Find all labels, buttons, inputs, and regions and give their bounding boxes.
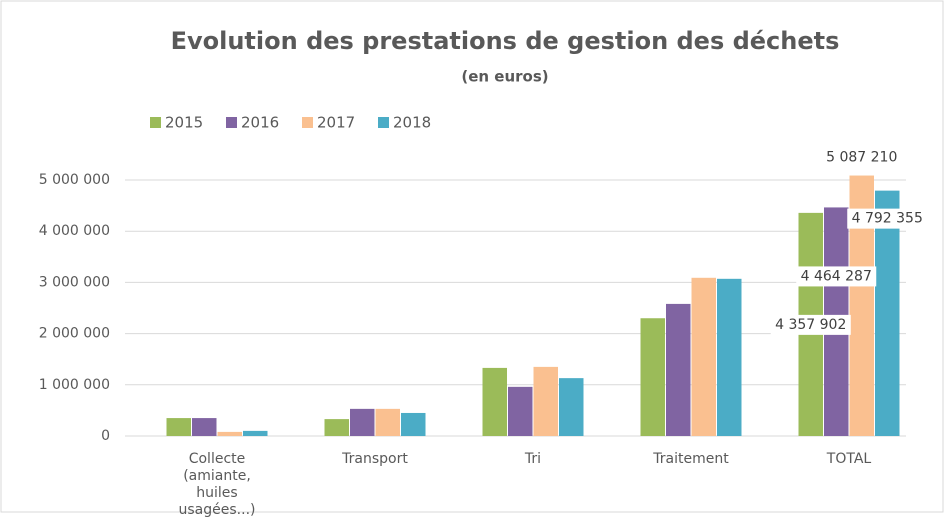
data-label: 4 357 902 (775, 317, 846, 333)
legend-swatch (302, 117, 313, 128)
legend-swatch (378, 117, 389, 128)
x-tick-label: TOTAL (826, 451, 872, 467)
label-box (847, 208, 928, 229)
bar (375, 408, 400, 436)
data-label: 5 087 210 (826, 150, 897, 166)
data-label: 4 464 287 (801, 268, 872, 284)
y-tick-label: 1 000 000 (39, 377, 110, 393)
y-tick-label: 4 000 000 (39, 223, 110, 239)
y-tick-label: 5 000 000 (39, 172, 110, 188)
bar (533, 366, 558, 436)
y-tick-label: 3 000 000 (39, 274, 110, 290)
x-tick-label: Collecte (amiante, huiles usagées...) (178, 451, 256, 518)
bar (192, 418, 217, 436)
x-tick-label: Transport (342, 451, 408, 467)
bar (640, 318, 665, 436)
bar (691, 277, 716, 436)
y-tick-label: 2 000 000 (39, 326, 110, 342)
legend-label: 2017 (317, 114, 355, 132)
bar (717, 278, 742, 436)
label-box (770, 314, 851, 335)
bar (401, 412, 426, 436)
x-tick-label: Tri (524, 451, 542, 467)
bar (350, 408, 375, 436)
legend-swatch (150, 117, 161, 128)
chart-title: Evolution des prestations de gestion des… (171, 27, 840, 55)
chart-subtitle: (en euros) (461, 68, 548, 86)
legend-label: 2018 (393, 114, 431, 132)
bar (324, 419, 349, 436)
bar (243, 430, 268, 436)
label-box (796, 266, 877, 287)
legend-swatch (226, 117, 237, 128)
bar (166, 418, 191, 436)
bar (482, 367, 507, 436)
bar (559, 378, 584, 436)
bar (666, 303, 691, 436)
x-tick-label: Traitement (653, 451, 729, 467)
bar (508, 386, 533, 436)
y-tick-label: 0 (101, 428, 110, 444)
legend-label: 2016 (241, 114, 279, 132)
bar (875, 190, 900, 436)
legend-label: 2015 (165, 114, 203, 132)
bar (217, 431, 242, 436)
data-label: 4 792 355 (852, 211, 923, 227)
